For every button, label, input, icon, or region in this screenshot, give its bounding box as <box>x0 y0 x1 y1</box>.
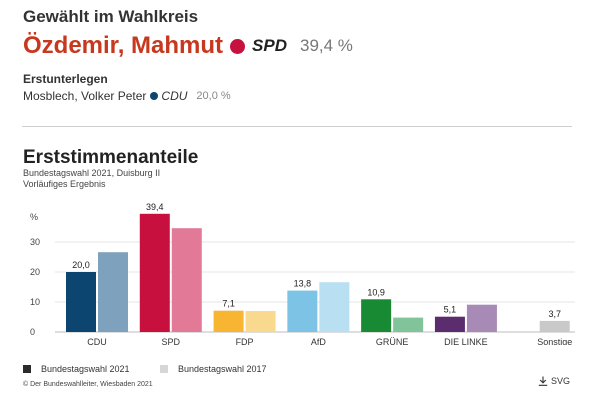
page-title: Gewählt im Wahlkreis <box>23 7 199 26</box>
download-svg-button[interactable]: SVG <box>538 376 570 386</box>
data-label: 13,8 <box>294 279 312 289</box>
data-label: 10,9 <box>367 287 385 297</box>
runner-up-label: Erstunterlegen <box>23 72 108 86</box>
legend-swatch <box>23 365 31 373</box>
chart-subtitle: Vorläufiges Ergebnis <box>23 179 106 189</box>
runner-up-name: Mosblech, Volker Peter <box>23 89 147 103</box>
divider <box>22 126 572 127</box>
x-tick-label: CDU <box>87 337 107 345</box>
x-tick-label: AfD <box>311 337 327 345</box>
bar-2021-cdu <box>66 272 96 332</box>
data-label: 7,1 <box>222 299 235 309</box>
legend-swatch <box>160 365 168 373</box>
bar-2021-fdp <box>213 310 244 332</box>
runner-up-row: Mosblech, Volker Peter CDU 20,0 % <box>23 89 231 103</box>
credit-text: © Der Bundeswahlleiter, Wiesbaden 2021 <box>23 381 153 388</box>
runner-up-percent: 20,0 % <box>196 90 231 102</box>
download-label: SVG <box>551 376 571 386</box>
bar-2017-cdu <box>98 252 128 332</box>
chart-subtitle: Bundestagswahl 2021, Duisburg II <box>23 168 161 178</box>
y-tick-label: 10 <box>30 297 40 307</box>
x-tick-label: SPD <box>162 337 181 345</box>
bar-2017-fdp <box>245 311 276 332</box>
download-icon <box>538 376 548 386</box>
legend-label: Bundestagswahl 2017 <box>178 364 267 374</box>
bar-2017-die-linke <box>466 304 497 332</box>
bar-2021-afd <box>287 290 318 332</box>
x-tick-label: FDP <box>236 337 254 345</box>
legend-item-2017: Bundestagswahl 2017 <box>160 364 267 374</box>
winner-row: Özdemir, Mahmut SPD 39,4 % <box>23 32 353 60</box>
party-dot-icon <box>230 38 246 54</box>
party-dot-icon <box>150 92 159 100</box>
runner-up-party: CDU <box>161 89 188 103</box>
data-label: 39,4 <box>146 202 164 212</box>
legend-label: Bundestagswahl 2021 <box>41 364 130 374</box>
bar-2017-spd <box>171 228 202 332</box>
x-tick-label: DIE LINKE <box>444 337 488 345</box>
y-axis-label: % <box>30 212 38 222</box>
y-tick-label: 30 <box>30 237 40 247</box>
bar-2021-die-linke <box>434 316 465 332</box>
bar-2017-grüne <box>393 317 424 332</box>
bar-2017-afd <box>319 282 350 332</box>
winner-name: Özdemir, Mahmut <box>23 32 224 59</box>
bar-2021-spd <box>139 213 170 332</box>
bar-2021-grüne <box>361 299 392 332</box>
x-tick-label: GRÜNE <box>376 337 409 345</box>
legend-item-2021: Bundestagswahl 2021 <box>23 364 130 374</box>
bar-chart: 0 10 20 30% 20,0 CDU 39,4 SPD 7,1 FDP 13,8 AfD 10,9 G… <box>30 202 575 345</box>
y-tick-label: 0 <box>30 327 35 337</box>
bar-2021-sonstige <box>539 320 570 332</box>
data-label: 3,7 <box>548 309 561 319</box>
chart-title: Erststimmenanteile <box>23 147 199 168</box>
data-label: 5,1 <box>444 305 457 315</box>
winner-percent: 39,4 % <box>300 36 353 55</box>
winner-party: SPD <box>252 36 287 55</box>
data-label: 20,0 <box>72 260 90 270</box>
y-tick-label: 20 <box>30 267 40 277</box>
x-tick-label: Sonstige <box>537 337 572 345</box>
